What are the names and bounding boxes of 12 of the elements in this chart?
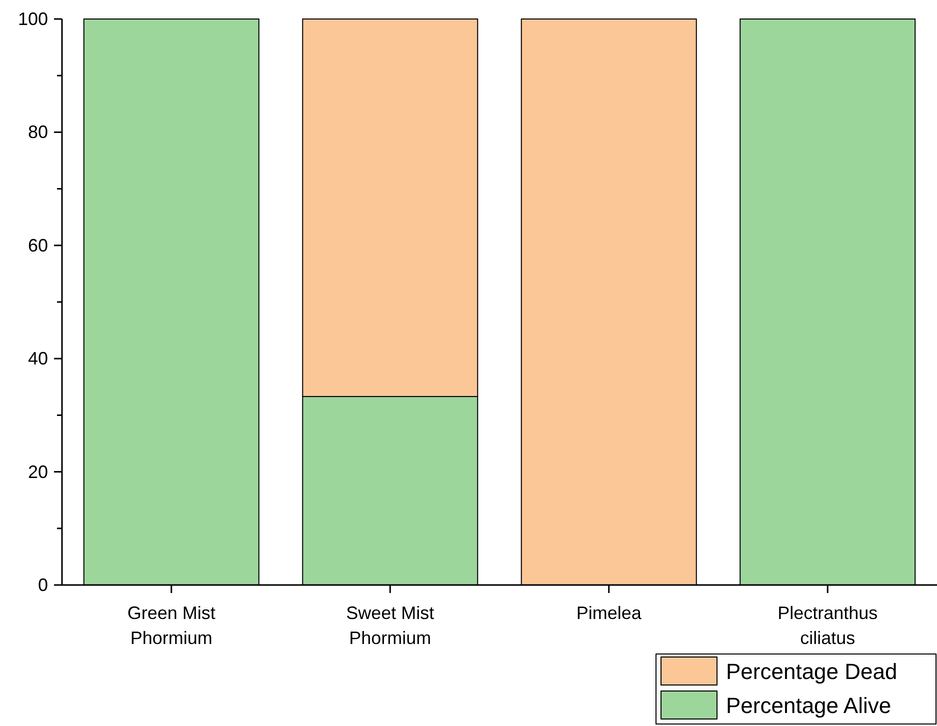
legend-label: Percentage Dead bbox=[726, 659, 898, 684]
y-tick-label: 60 bbox=[28, 235, 48, 256]
y-tick-label: 80 bbox=[28, 122, 48, 142]
y-tick-label: 0 bbox=[38, 575, 48, 595]
x-tick-label: Green Mist Phormium bbox=[127, 603, 216, 648]
y-tick-label: 20 bbox=[28, 462, 48, 482]
x-tick-label: Plectranthus ciliatus bbox=[778, 603, 878, 648]
x-tick-label: Pimelea bbox=[576, 603, 642, 623]
y-tick-label: 100 bbox=[18, 9, 48, 29]
y-tick-label: 40 bbox=[28, 348, 48, 369]
x-tick-label: Sweet Mist Phormium bbox=[346, 603, 434, 648]
legend-label: Percentage Alive bbox=[726, 693, 892, 718]
